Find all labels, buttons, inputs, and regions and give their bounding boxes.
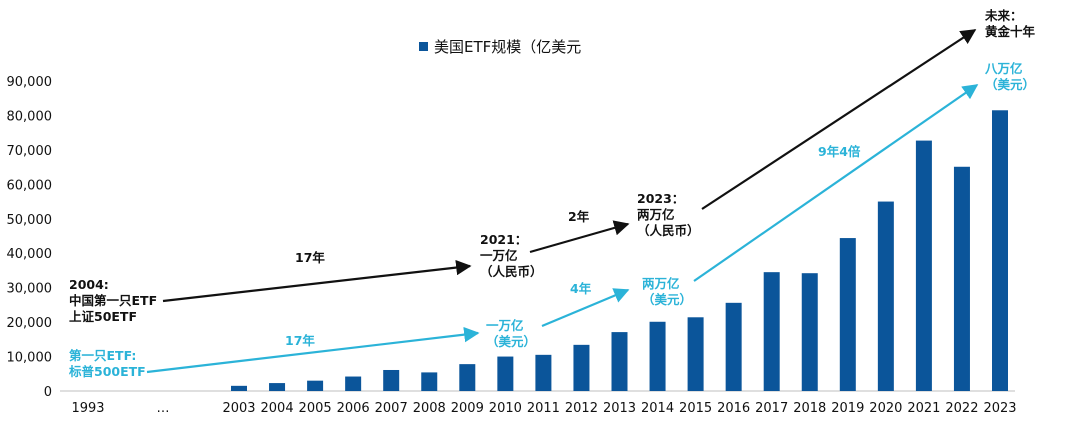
bar-2018	[801, 273, 818, 391]
bar-2008	[421, 372, 438, 391]
bar-2011	[535, 354, 552, 391]
x-tick-label: 2019	[831, 401, 864, 416]
china-arrow-1	[162, 259, 472, 303]
bar-2013	[611, 332, 628, 391]
bar-2021	[915, 140, 932, 391]
x-tick-label: 2010	[489, 401, 522, 416]
annotation-us-80k: 八万亿 （美元）	[984, 61, 1035, 92]
legend-swatch	[419, 42, 428, 51]
annotation-9-years-4x: 9年4倍	[818, 144, 861, 159]
bar-2007	[383, 369, 400, 391]
annotation-us-start: 第一只ETF: 标普500ETF	[68, 348, 146, 379]
china-arrow-2	[529, 220, 630, 254]
us-arrow-3	[693, 84, 979, 282]
y-tick-label: 40,000	[7, 247, 53, 262]
annotation-us-20k: 两万亿 （美元）	[642, 276, 692, 307]
annotation-china-2023: 2023： 两万亿 （人民币）	[637, 191, 700, 238]
bar-2006	[345, 376, 362, 391]
annotation-17-years-black: 17年	[295, 250, 325, 265]
x-tick-label: 2015	[679, 401, 712, 416]
bar-2004	[269, 383, 286, 391]
annotation-china-start: 2004: 中国第一只ETF 上证50ETF	[69, 277, 161, 324]
bar-2005	[307, 380, 324, 391]
x-tick-label: 2004	[261, 401, 294, 416]
x-tick-label: 2011	[527, 401, 560, 416]
x-tick-label: 2007	[375, 401, 408, 416]
annotation-17-years-blue: 17年	[285, 333, 315, 348]
x-tick-label: 2020	[869, 401, 902, 416]
y-tick-label: 30,000	[7, 282, 53, 297]
bar-2019	[839, 238, 856, 391]
y-tick-label: 10,000	[7, 351, 53, 366]
y-tick-label: 90,000	[7, 75, 53, 90]
y-tick-label: 50,000	[7, 213, 53, 228]
us-arrow-1	[146, 326, 480, 374]
bar-2009	[459, 364, 476, 391]
bars-group	[231, 110, 1008, 392]
annotation-4-years: 4年	[570, 281, 592, 296]
legend-label: 美国ETF规模（亿美元	[434, 38, 581, 56]
y-tick-label: 70,000	[7, 144, 53, 159]
x-tick-label: 2003	[222, 401, 255, 416]
x-tick-label: 2009	[451, 401, 484, 416]
x-axis-ticks: 1993 … 2003 2004 2005 2006 2007 2008 2009 2010 201…	[71, 401, 1016, 416]
y-tick-label: 60,000	[7, 178, 53, 193]
y-tick-label: 80,000	[7, 109, 53, 124]
bar-2017	[763, 272, 780, 391]
bar-2012	[573, 344, 590, 391]
x-tick-label: 2021	[907, 401, 940, 416]
annotation-future: 未来： 黄金十年	[984, 8, 1036, 39]
x-tick-label: 2012	[565, 401, 598, 416]
x-tick-label: …	[157, 401, 170, 416]
bar-2014	[649, 321, 666, 391]
x-tick-label: 2013	[603, 401, 636, 416]
x-tick-label: 2008	[413, 401, 446, 416]
bar-2022	[953, 166, 970, 391]
bar-2015	[687, 317, 704, 391]
x-tick-label: 2014	[641, 401, 674, 416]
annotation-2-years: 2年	[568, 209, 590, 224]
bar-2003	[231, 385, 247, 391]
y-axis-ticks: 0 10,000 20,000 30,000 40,000 50,000 60,000 70,…	[7, 75, 53, 400]
annotation-china-2021: 2021： 一万亿 （人民币）	[480, 232, 543, 279]
x-tick-label: 2006	[337, 401, 370, 416]
x-tick-label: 2022	[945, 401, 978, 416]
bar-2023	[992, 110, 1008, 392]
china-arrow-3	[701, 29, 977, 210]
annotation-us-10k: 一万亿 （美元）	[486, 318, 536, 349]
y-tick-label: 20,000	[7, 316, 53, 331]
bar-2020	[877, 201, 894, 391]
y-tick-label: 0	[44, 385, 52, 400]
x-tick-label: 2005	[299, 401, 332, 416]
bar-2010	[497, 356, 514, 391]
x-tick-label: 2018	[793, 401, 826, 416]
x-tick-label: 2023	[983, 401, 1016, 416]
bar-2016	[725, 302, 742, 391]
us-arrow-2	[541, 288, 630, 328]
x-tick-label: 2017	[755, 401, 788, 416]
x-tick-label: 1993	[71, 401, 104, 416]
x-tick-label: 2016	[717, 401, 750, 416]
